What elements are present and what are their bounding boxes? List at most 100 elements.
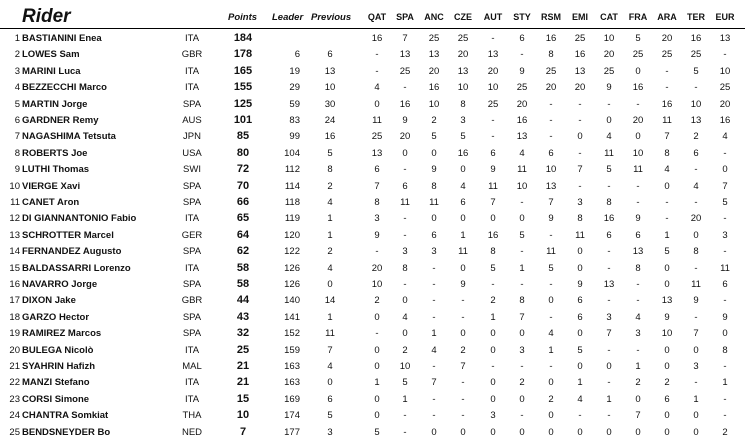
round-result-cell: -: [607, 98, 611, 110]
table-row: 4 BEZZECCHI Marco ITA 155 29 10 4-16 10 10 25 20 20…: [0, 80, 745, 96]
round-result-cell: 0: [519, 426, 525, 438]
round-result-cell: -: [403, 426, 407, 438]
round-result-cell: -: [375, 328, 379, 340]
leader-gap-cell: 83: [289, 115, 300, 126]
rider-name-cell: NAVARRO Jorge: [22, 279, 98, 290]
nation-cell: GBR: [181, 295, 203, 307]
round-result-cell: 25: [487, 98, 499, 110]
previous-gap-cell: 1: [327, 213, 333, 225]
round-result-cell: 11: [575, 229, 585, 241]
leader-gap-cell: 6: [294, 49, 300, 61]
round-result-cell: 13: [661, 295, 673, 307]
leader-gap-cell: 174: [284, 410, 300, 422]
round-result-cell: -: [694, 262, 698, 274]
position-cell: 24: [9, 410, 20, 422]
round-result-cell: 10: [545, 164, 557, 176]
round-header-aut: AUT: [483, 12, 503, 22]
round-result-cell: 0: [693, 410, 699, 422]
round-result-cell: 0: [693, 426, 699, 438]
round-result-cell: 0: [548, 426, 554, 438]
round-result-cell: 13: [487, 49, 499, 61]
nation-cell: SPA: [182, 98, 202, 110]
round-result-cell: 1: [490, 311, 496, 323]
round-result-cell: -: [694, 164, 698, 176]
round-result-cell: 1: [577, 377, 583, 389]
round-result-cell: -: [432, 279, 436, 290]
round-result-cell: 8: [577, 213, 583, 225]
points-cell: 58: [236, 261, 250, 274]
round-result-cell: 25: [574, 33, 586, 44]
round-result-cell: 3: [722, 229, 728, 241]
round-result-cell: 6: [722, 279, 728, 290]
previous-gap-cell: 16: [324, 131, 336, 143]
round-result-cell: -: [723, 246, 727, 258]
round-result-cell: -: [607, 180, 611, 192]
rider-name-cell: BALDASSARRI Lorenzo: [22, 262, 131, 274]
table-row: 19 RAMIREZ Marcos SPA 32 152 11-0 1 0 0 0 4 0 7 3 10 7 0: [0, 326, 745, 342]
nation-cell: SPA: [182, 311, 202, 323]
table-row: 21 SYAHRIN Hafizh MAL 21 163 4 0 10-7- - -0 0 1 0 3-: [0, 359, 745, 375]
rider-name-cell: RAMIREZ Marcos: [22, 328, 102, 340]
round-result-cell: 0: [431, 213, 437, 225]
round-result-cell: -: [491, 279, 495, 290]
round-result-cell: 7: [635, 410, 641, 422]
round-header-cze: CZE: [454, 12, 472, 22]
position-cell: 7: [14, 131, 20, 143]
round-result-cell: -: [520, 197, 524, 208]
rider-name-cell: CORSI Simone: [22, 393, 90, 405]
nation-cell: GER: [181, 229, 203, 241]
table-row: 7 NAGASHIMA Tetsuta JPN 85 99 16 25 20 5 5-13-0 4 0…: [0, 129, 745, 145]
round-result-cell: -: [665, 82, 669, 94]
nation-cell: ITA: [184, 344, 200, 356]
nation-cell: SPA: [182, 180, 202, 192]
round-result-cell: -: [461, 311, 465, 323]
round-result-cell: 0: [431, 147, 437, 159]
points-cell: 43: [236, 310, 250, 323]
table-row: 5 MARTIN Jorge SPA 125 59 30 0 16 10 8 25 20 - - - - 16 1…: [0, 97, 745, 113]
round-header-cat: CAT: [600, 12, 618, 22]
points-cell: 15: [236, 392, 250, 405]
round-result-cell: 13: [690, 115, 702, 126]
previous-gap-cell: 2: [327, 246, 333, 258]
round-result-cell: 0: [635, 393, 641, 405]
round-result-cell: 6: [693, 147, 699, 159]
round-result-cell: 8: [722, 344, 728, 356]
round-result-cell: 0: [664, 344, 670, 356]
points-cell: 155: [233, 81, 253, 94]
round-result-cell: 16: [457, 147, 469, 159]
round-result-cell: -: [578, 115, 582, 126]
round-result-cell: -: [694, 197, 698, 208]
round-result-cell: 2: [548, 393, 554, 405]
previous-gap-cell: 1: [327, 229, 333, 241]
round-result-cell: 0: [460, 164, 466, 176]
position-cell: 9: [14, 164, 20, 176]
round-result-cell: 8: [460, 98, 466, 110]
points-cell: 44: [236, 294, 250, 307]
round-result-cell: 7: [577, 164, 583, 176]
round-result-cell: 4: [431, 344, 437, 356]
points-cell: 21: [236, 376, 250, 389]
table-row: 15 BALDASSARRI Lorenzo ITA 58 126 4 20 8-0 5 1 5 0-…: [0, 261, 745, 277]
nation-cell: USA: [182, 147, 202, 159]
round-result-cell: 0: [722, 164, 728, 176]
previous-gap-cell: 11: [325, 328, 335, 340]
round-result-cell: -: [403, 279, 407, 290]
round-result-cell: -: [607, 262, 611, 274]
previous-gap-cell: 13: [324, 65, 336, 77]
round-result-cell: -: [461, 295, 465, 307]
round-result-cell: 4: [722, 131, 728, 143]
round-result-cell: 4: [519, 147, 525, 159]
nation-cell: ITA: [184, 65, 200, 77]
rider-name-cell: BENDSNEYDER Bo: [22, 426, 111, 438]
round-result-cell: -: [723, 147, 727, 159]
nation-cell: ITA: [184, 213, 200, 225]
nation-cell: ITA: [184, 33, 200, 44]
points-cell: 80: [236, 146, 250, 159]
rider-name-cell: SCHROTTER Marcel: [22, 229, 114, 241]
table-row: 1 BASTIANINI Enea ITA 184 16 7 25 25 - 6 16 25 10 5 20…: [0, 31, 745, 47]
round-result-cell: 0: [374, 311, 380, 323]
round-result-cell: 7: [460, 361, 466, 372]
leader-gap-cell: 19: [289, 65, 300, 77]
round-result-cell: 6: [460, 197, 466, 208]
